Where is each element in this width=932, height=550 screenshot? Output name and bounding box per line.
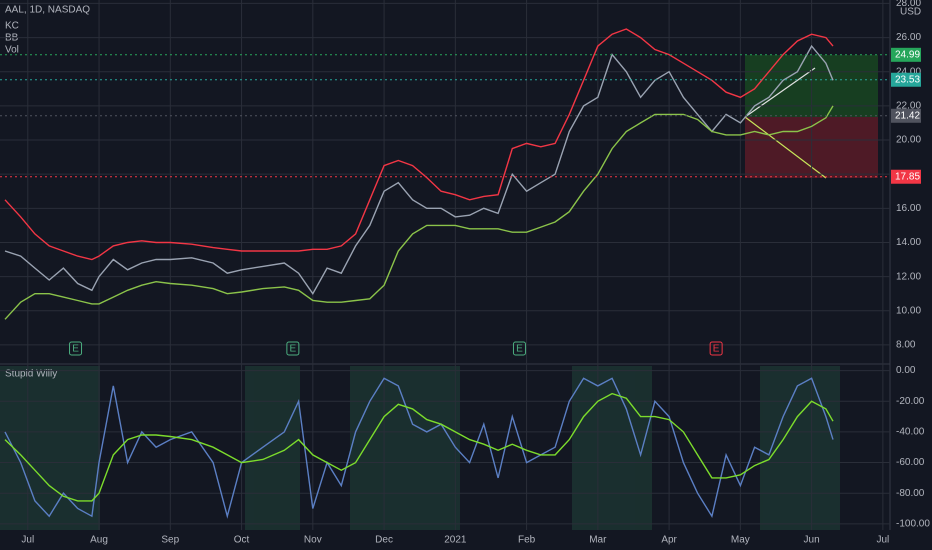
y-tick-label: 10.00 [896,305,921,316]
y-tick-label: 26.00 [896,32,921,43]
x-tick-label: Dec [375,535,393,546]
y-tick-label: -80.00 [896,488,925,499]
y-tick-label: 12.00 [896,271,921,282]
x-tick-label: Apr [661,535,677,546]
shade [245,366,300,530]
trend-arrow [744,116,827,179]
price-badge [891,47,921,62]
series-line [4,377,834,519]
y-tick-label: 24.00 [896,66,921,77]
osc-shading [0,366,840,530]
y-tick-label: -20.00 [896,396,925,407]
x-tick-label: Oct [234,535,250,546]
price-badge [891,169,921,184]
y-tick-label: -60.00 [896,457,925,468]
shade [350,366,460,530]
y-tick-label: 22.00 [896,101,921,112]
osc-title: Stupid Willy [5,369,57,380]
event-label: E [516,344,523,355]
symbol-title: AAL, 1D, NASDAQ [5,5,90,16]
event-marker [709,341,723,356]
indicator-label: Vol [5,45,19,56]
x-tick-label: Jun [804,535,820,546]
price-badge [891,108,921,123]
event-label: E [290,344,297,355]
indicator-label: BB [5,33,19,44]
trend-arrow [744,67,816,118]
event-marker [512,341,526,356]
x-tick-label: Jul [21,535,34,546]
series-line [4,105,834,320]
price-badge [891,72,921,87]
event-label: E [72,344,79,355]
event-marker [286,341,300,356]
price-label: 17.85 [895,171,920,182]
y-tick-label: -40.00 [896,427,925,438]
currency: USD [900,7,921,18]
x-tick-label: Jul [876,535,889,546]
y-tick-label: 0.00 [896,365,916,376]
shade [0,366,100,530]
shade [572,366,652,530]
price-label: 23.53 [895,74,920,85]
y-tick-label: 28.00 [896,0,921,9]
y-tick-label: 16.00 [896,203,921,214]
y-tick-label: 8.00 [896,340,916,351]
x-tick-label: Aug [90,535,108,546]
y-tick-label: 14.00 [896,237,921,248]
y-tick-label: 20.00 [896,135,921,146]
price-label: 24.99 [895,49,920,60]
series-line [4,392,834,502]
x-tick-label: 2021 [444,535,467,546]
x-tick-label: Nov [304,535,322,546]
series-line [4,28,834,261]
x-tick-label: Mar [589,535,607,546]
series-line [4,44,834,296]
x-tick-label: May [731,535,750,546]
event-marker [69,341,83,356]
x-tick-label: Feb [518,535,536,546]
indicator-label: KC [5,21,19,32]
x-tick-label: Sep [161,535,179,546]
shade [760,366,840,530]
event-label: E [713,344,720,355]
price-label: 21.42 [895,110,920,121]
y-tick-label: -100.00 [896,519,930,530]
